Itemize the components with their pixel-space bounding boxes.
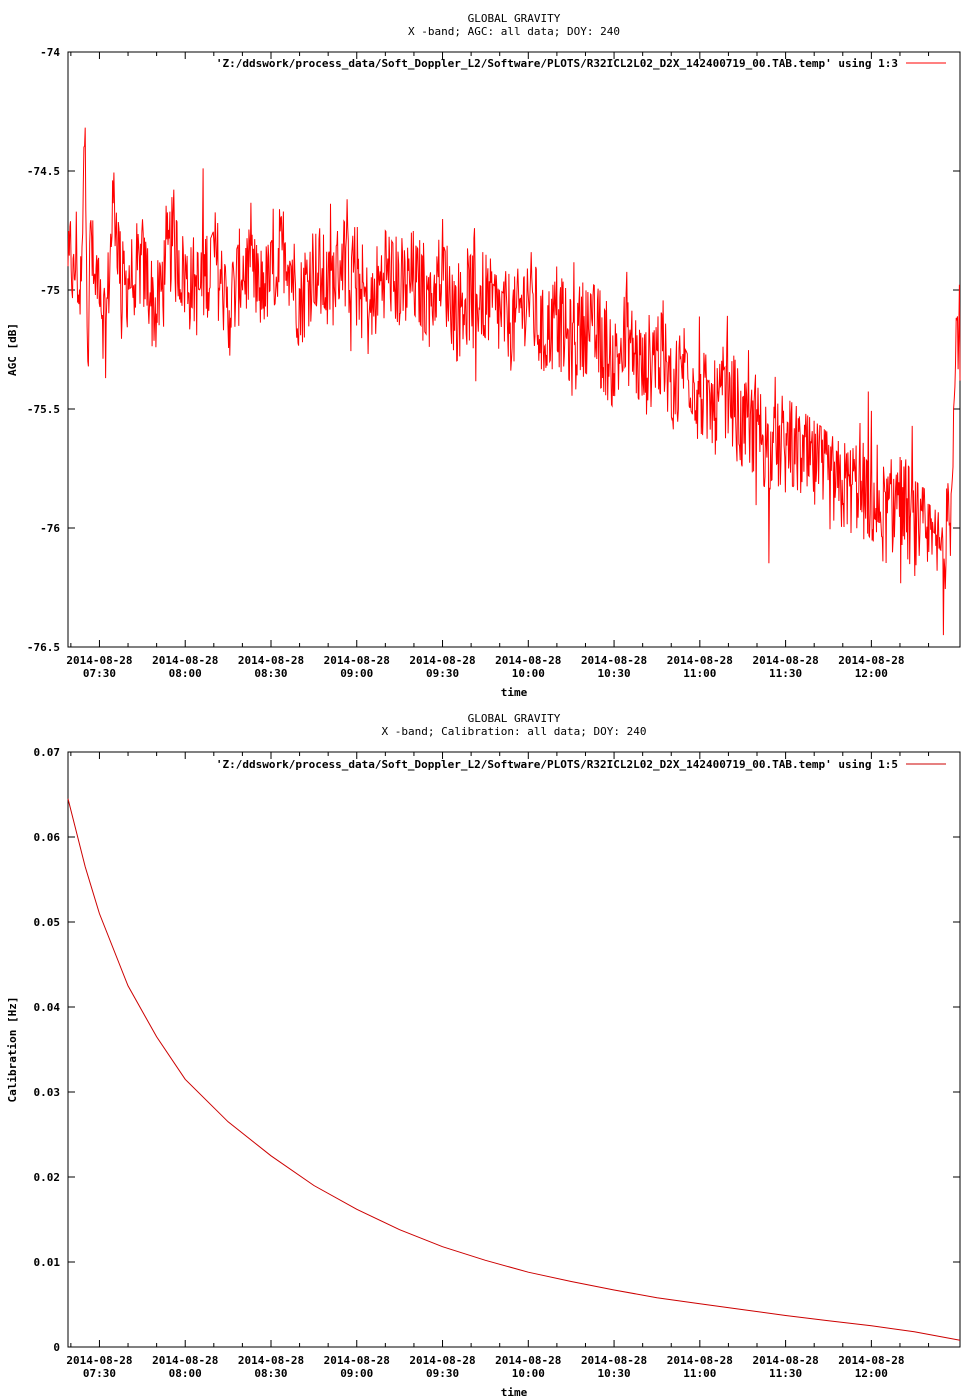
x-tick-date-label: 2014-08-28 [238, 1354, 304, 1367]
x-tick-time-label: 09:00 [340, 667, 373, 680]
x-tick-time-label: 09:00 [340, 1367, 373, 1380]
series-line [67, 798, 961, 1341]
x-tick-date-label: 2014-08-28 [667, 654, 733, 667]
y-tick-label: -75.5 [27, 403, 60, 416]
y-tick-label: 0.04 [34, 1001, 61, 1014]
x-tick-date-label: 2014-08-28 [152, 1354, 218, 1367]
x-tick-time-label: 10:00 [512, 667, 545, 680]
x-tick-date-label: 2014-08-28 [667, 1354, 733, 1367]
x-tick-time-label: 08:00 [169, 667, 202, 680]
chart-subtitle: X -band; AGC: all data; DOY: 240 [408, 25, 620, 38]
y-tick-label: 0.06 [34, 831, 61, 844]
y-tick-label: -76 [40, 522, 60, 535]
x-tick-time-label: 10:00 [512, 1367, 545, 1380]
y-axis-label: AGC [dB] [6, 323, 19, 376]
y-tick-label: 0.01 [34, 1256, 61, 1269]
x-tick-date-label: 2014-08-28 [752, 1354, 818, 1367]
x-tick-date-label: 2014-08-28 [152, 654, 218, 667]
x-tick-time-label: 12:00 [855, 1367, 888, 1380]
y-axis-label: Calibration [Hz] [6, 997, 19, 1103]
plot-frame [67, 751, 961, 1348]
x-tick-time-label: 07:30 [83, 667, 116, 680]
x-tick-date-label: 2014-08-28 [495, 1354, 561, 1367]
x-tick-time-label: 07:30 [83, 1367, 116, 1380]
x-tick-time-label: 10:30 [598, 1367, 631, 1380]
x-tick-date-label: 2014-08-28 [324, 654, 390, 667]
x-tick-time-label: 11:30 [769, 667, 802, 680]
y-tick-label: 0 [53, 1341, 60, 1354]
chart-title: GLOBAL GRAVITY [468, 12, 561, 25]
x-tick-date-label: 2014-08-28 [752, 654, 818, 667]
y-tick-label: 0.02 [34, 1171, 61, 1184]
x-tick-time-label: 09:30 [426, 667, 459, 680]
legend-label: 'Z:/ddswork/process_data/Soft_Doppler_L2… [216, 758, 898, 771]
y-tick-label: -75 [40, 284, 60, 297]
x-tick-date-label: 2014-08-28 [581, 654, 647, 667]
x-axis-label: time [501, 686, 528, 699]
x-tick-time-label: 11:00 [683, 1367, 716, 1380]
x-tick-date-label: 2014-08-28 [838, 1354, 904, 1367]
x-tick-date-label: 2014-08-28 [238, 654, 304, 667]
chart-subtitle: X -band; Calibration: all data; DOY: 240 [382, 725, 647, 738]
x-tick-date-label: 2014-08-28 [66, 654, 132, 667]
x-tick-date-label: 2014-08-28 [324, 1354, 390, 1367]
y-tick-label: 0.07 [34, 746, 61, 759]
x-axis-label: time [501, 1386, 528, 1399]
legend-label: 'Z:/ddswork/process_data/Soft_Doppler_L2… [216, 57, 898, 70]
y-tick-label: -76.5 [27, 641, 60, 654]
y-tick-label: 0.03 [34, 1086, 61, 1099]
x-tick-time-label: 11:30 [769, 1367, 802, 1380]
x-tick-time-label: 10:30 [598, 667, 631, 680]
x-tick-time-label: 08:30 [254, 667, 287, 680]
x-tick-time-label: 08:30 [254, 1367, 287, 1380]
y-tick-label: -74.5 [27, 165, 60, 178]
x-tick-date-label: 2014-08-28 [581, 1354, 647, 1367]
y-tick-label: 0.05 [34, 916, 61, 929]
x-tick-date-label: 2014-08-28 [66, 1354, 132, 1367]
series-line [67, 127, 961, 636]
x-tick-time-label: 11:00 [683, 667, 716, 680]
x-tick-time-label: 08:00 [169, 1367, 202, 1380]
x-tick-date-label: 2014-08-28 [409, 1354, 475, 1367]
chart-title: GLOBAL GRAVITY [468, 712, 561, 725]
x-tick-time-label: 12:00 [855, 667, 888, 680]
x-tick-date-label: 2014-08-28 [838, 654, 904, 667]
x-tick-time-label: 09:30 [426, 1367, 459, 1380]
y-tick-label: -74 [40, 46, 60, 59]
x-tick-date-label: 2014-08-28 [495, 654, 561, 667]
x-tick-date-label: 2014-08-28 [409, 654, 475, 667]
